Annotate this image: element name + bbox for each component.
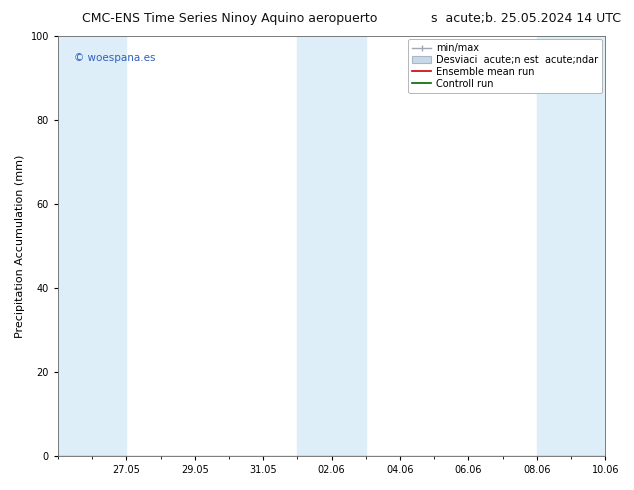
- Bar: [537, 36, 605, 456]
- Bar: [58, 36, 126, 456]
- Text: CMC-ENS Time Series Ninoy Aquino aeropuerto: CMC-ENS Time Series Ninoy Aquino aeropue…: [82, 12, 378, 25]
- Text: © woespana.es: © woespana.es: [74, 53, 156, 63]
- Legend: min/max, Desviaci  acute;n est  acute;ndar, Ensemble mean run, Controll run: min/max, Desviaci acute;n est acute;ndar…: [408, 39, 602, 93]
- Text: s  acute;b. 25.05.2024 14 UTC: s acute;b. 25.05.2024 14 UTC: [431, 12, 621, 25]
- Bar: [297, 36, 366, 456]
- Y-axis label: Precipitation Accumulation (mm): Precipitation Accumulation (mm): [15, 154, 25, 338]
